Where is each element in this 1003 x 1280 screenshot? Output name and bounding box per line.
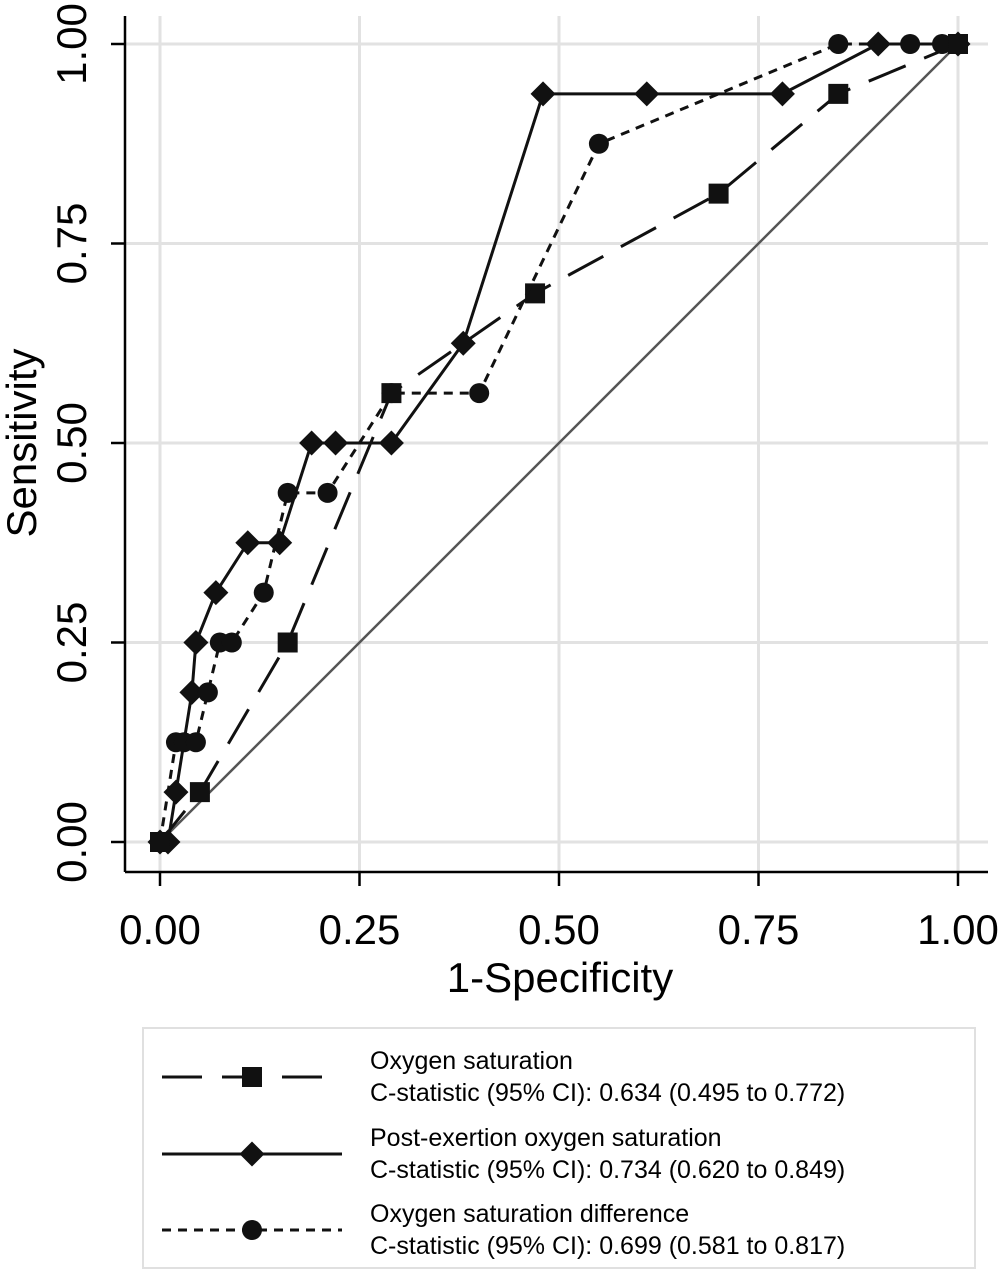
data-point-circle [932,34,953,54]
y-axis-title: Sensitivity [0,348,45,537]
data-point-circle [948,34,968,54]
data-point-diamond [634,81,660,107]
data-point-circle [150,832,170,852]
x-tick-label: 1.00 [917,906,999,953]
data-point-circle [381,383,402,404]
data-point-circle [588,133,609,154]
axes [111,16,988,886]
series-line [158,42,959,843]
data-point-diamond [769,81,795,107]
legend-series-name: Post-exertion oxygen saturation [370,1124,722,1152]
data-point-square [242,1067,262,1087]
legend-c-statistic: C-statistic (95% CI): 0.699 (0.581 to 0.… [370,1232,845,1260]
legend-series-name: Oxygen saturation [370,1047,573,1075]
legend-c-statistic: C-statistic (95% CI): 0.634 (0.495 to 0.… [370,1079,845,1107]
reference-diagonal-line [159,43,959,843]
tick-labels: 0.00 0.25 0.50 0.75 1.00 0.00 0.25 0.50 0.75 1.00 [48,3,999,953]
data-point-diamond [267,530,293,556]
data-point-diamond [179,679,205,705]
data-point-circle [828,34,849,54]
data-point-circle [197,682,218,703]
legend-item: Oxygen saturation C-statistic (95% CI): 0… [162,1047,845,1107]
legend-series-name: Oxygen saturation difference [370,1200,689,1228]
legend-item: Post-exertion oxygen saturation C-statist… [162,1124,845,1184]
data-point-circle [242,1220,262,1240]
data-point-diamond [183,630,209,655]
data-point-circle [317,482,338,503]
x-axis-title: 1-Specificity [447,954,673,1001]
data-point-diamond [235,530,261,556]
data-point-square [708,183,729,204]
legend: Oxygen saturation C-statistic (95% CI): 0… [142,1027,976,1269]
reference-line-layer [159,43,959,843]
data-point-diamond [239,1141,265,1167]
legend-item: Oxygen saturation difference C-statistic … [162,1200,845,1260]
data-point-circle [900,34,921,54]
legend-items: Oxygen saturation C-statistic (95% CI): 0… [162,1047,845,1260]
data-point-diamond [450,330,476,356]
data-point-square [189,782,210,803]
x-tick-label: 0.00 [119,906,201,953]
data-point-square [277,632,298,653]
y-tick-label: 0.00 [48,801,95,883]
series-circle [150,34,968,852]
y-tick-label: 0.25 [48,602,95,684]
data-point-diamond [378,430,404,456]
data-point-circle [253,582,274,603]
x-tick-label: 0.75 [718,906,800,953]
data-point-diamond [530,81,556,107]
x-tick-label: 0.25 [319,906,401,953]
y-tick-label: 0.50 [48,402,95,484]
data-point-circle [185,732,206,753]
legend-c-statistic: C-statistic (95% CI): 0.734 (0.620 to 0.… [370,1156,845,1184]
x-tick-label: 0.50 [518,906,600,953]
data-point-circle [221,632,242,653]
data-point-square [828,83,849,104]
y-tick-label: 1.00 [48,3,95,85]
data-point-diamond [203,580,229,606]
legend-box [142,1027,976,1269]
data-point-circle [469,383,490,404]
data-point-diamond [323,430,349,456]
data-point-circle [277,482,298,503]
data-point-diamond [299,430,325,456]
series-layer [147,31,971,855]
y-tick-label: 0.75 [48,203,95,285]
